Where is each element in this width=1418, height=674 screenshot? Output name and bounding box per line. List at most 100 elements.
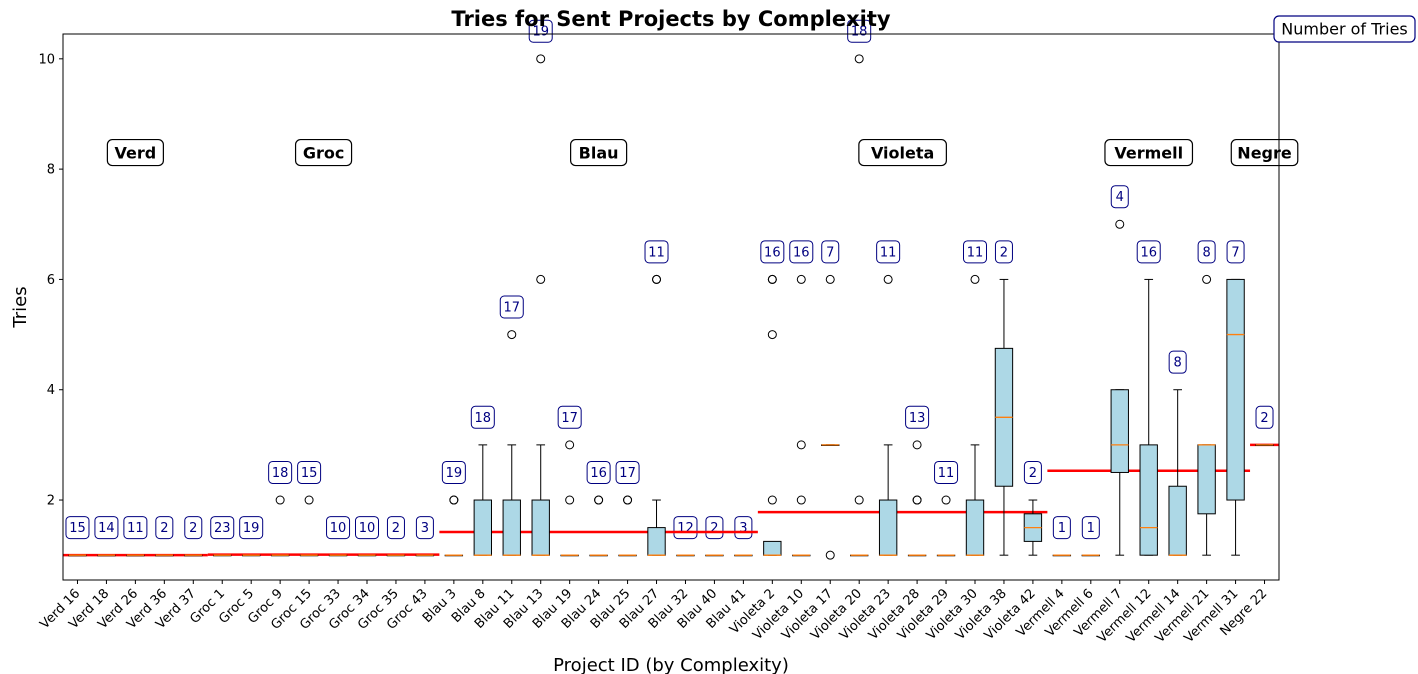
flier-point [623, 495, 633, 505]
box-iqr [531, 499, 550, 556]
count-label-text: 18 [851, 25, 868, 40]
flier-point [304, 495, 314, 505]
count-label-text: 1 [1087, 521, 1095, 536]
count-label-text: 19 [243, 521, 260, 536]
count-label: 2 [994, 240, 1013, 264]
count-label: 11 [934, 460, 959, 484]
count-label-box [847, 19, 872, 43]
box-vermell-4 [1052, 554, 1072, 557]
count-label: 15 [65, 516, 90, 540]
count-label: 18 [847, 19, 872, 43]
count-label-text: 16 [793, 245, 810, 260]
count-label-text: 14 [98, 521, 115, 536]
flier-point [767, 330, 777, 340]
count-label-text: 10 [330, 521, 347, 536]
flier-point [565, 495, 575, 505]
group-label-text: Vermell [1114, 144, 1183, 163]
count-label-text: 11 [938, 466, 955, 481]
box-blau-8 [473, 444, 492, 556]
count-label: 4 [1110, 185, 1129, 209]
box-groc-43 [415, 554, 435, 557]
box-blau-3 [444, 495, 464, 557]
count-label: 8 [1197, 240, 1216, 264]
count-label-text: 7 [826, 245, 834, 260]
y-tick-label: 6 [47, 273, 55, 288]
flier-point [1202, 274, 1212, 284]
count-label: 15 [297, 460, 322, 484]
group-label-violeta: Violeta [858, 138, 947, 167]
group-label-box [570, 138, 628, 167]
count-label-text: 7 [1231, 245, 1239, 260]
count-label-text: 3 [739, 521, 747, 536]
count-label-text: 2 [1260, 411, 1268, 426]
count-label-text: 2 [1029, 466, 1037, 481]
box-blau-27 [647, 274, 666, 556]
count-label: 3 [734, 516, 753, 540]
count-label-box [1168, 350, 1187, 374]
count-label-text: 8 [1202, 245, 1210, 260]
flier-point [565, 440, 575, 450]
count-label-text: 8 [1174, 356, 1182, 371]
flier-point [449, 495, 459, 505]
flier-point [796, 440, 806, 450]
box-verd-16 [68, 554, 87, 557]
count-label: 1 [1052, 516, 1071, 540]
count-label-text: 17 [561, 411, 578, 426]
box-iqr [1197, 444, 1216, 515]
flier-point [796, 495, 806, 505]
box-violeta-10 [792, 274, 811, 557]
count-label: 13 [905, 405, 930, 429]
box-blau-24 [589, 495, 608, 557]
chart-title: Tries for Sent Projects by Complexity [451, 7, 890, 31]
count-label-text: 23 [214, 521, 231, 536]
group-label-box [106, 138, 164, 167]
count-label-box [876, 240, 901, 264]
box-iqr [1168, 485, 1187, 556]
count-label-text: 11 [967, 245, 984, 260]
flier-point [912, 495, 922, 505]
count-label-text: 17 [503, 301, 520, 316]
flier-point [941, 495, 951, 505]
box-iqr [1226, 278, 1245, 501]
box-violeta-42 [1023, 499, 1043, 556]
count-label-box [297, 460, 322, 484]
group-label-box [294, 138, 353, 167]
group-label-text: Verd [115, 144, 157, 163]
count-label-text: 17 [619, 466, 636, 481]
count-label: 10 [355, 516, 379, 540]
box-iqr [965, 499, 985, 556]
count-label: 2 [705, 516, 724, 540]
box-groc-15 [299, 495, 319, 557]
box-verd-18 [97, 554, 116, 557]
count-label: 18 [470, 405, 495, 429]
count-label: 2 [1255, 405, 1274, 429]
box-blau-13 [531, 54, 550, 556]
box-vermell-7 [1110, 219, 1129, 556]
count-label: 19 [239, 516, 264, 540]
count-label-text: 16 [1140, 245, 1157, 260]
count-label-text: 19 [446, 466, 463, 481]
group-label-text: Groc [303, 144, 345, 163]
group-label-negre: Negre [1230, 138, 1299, 167]
count-label: 7 [821, 240, 840, 264]
count-label: 17 [615, 460, 640, 484]
box-violeta-20 [850, 54, 869, 557]
count-label: 12 [673, 516, 698, 540]
count-label-box [239, 516, 264, 540]
count-label: 10 [326, 516, 351, 540]
y-axis-label: Tries [10, 286, 31, 328]
legend: Number of Tries [1273, 15, 1416, 43]
count-label-text: 15 [69, 521, 86, 536]
box-violeta-29 [936, 495, 956, 557]
box-vermell-12 [1139, 278, 1158, 556]
box-violeta-23 [878, 274, 898, 556]
legend-box [1273, 15, 1416, 43]
box-verd-26 [126, 554, 145, 557]
y-tick-label: 2 [47, 494, 55, 509]
group-label-vermell: Vermell [1104, 138, 1194, 167]
count-label-box [528, 19, 553, 43]
count-label-box [1226, 240, 1245, 264]
box-verd-37 [184, 554, 203, 557]
